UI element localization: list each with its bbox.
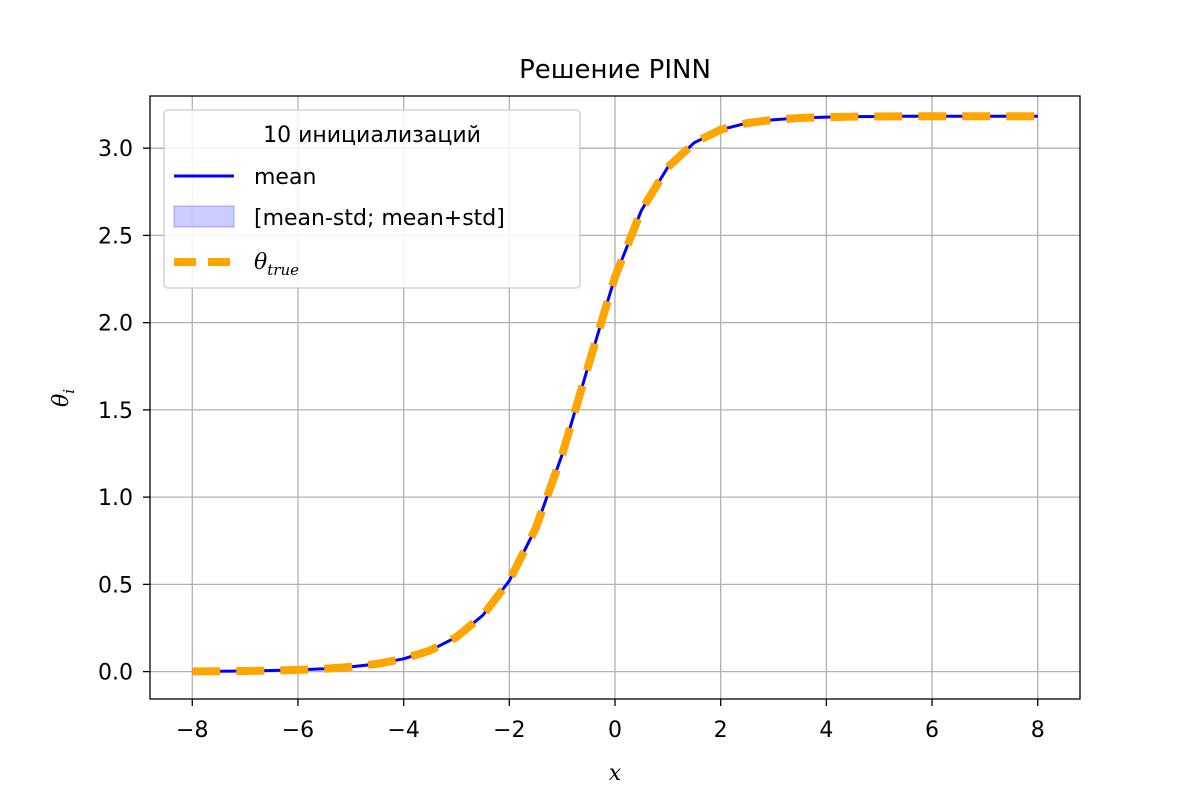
x-tick-label: 4 — [819, 718, 833, 743]
legend-label-true-symbol: θ — [254, 250, 267, 275]
x-axis-ticks: −8 −6 −4 −2 0 2 4 6 8 — [176, 699, 1045, 743]
legend-swatch-band — [173, 205, 235, 228]
x-tick-label: 8 — [1031, 718, 1045, 743]
y-axis-label: θi — [49, 389, 78, 407]
series-line-true — [192, 112, 1038, 676]
y-tick-label: 0.5 — [98, 573, 133, 598]
x-tick-label: 2 — [714, 718, 728, 743]
x-tick-label: −4 — [387, 718, 419, 743]
x-axis-label: x — [609, 761, 622, 786]
y-tick-label: 3.0 — [98, 137, 133, 162]
x-tick-label: −8 — [176, 718, 208, 743]
legend-label-true: θtrue — [254, 250, 299, 279]
y-tick-label: 0.0 — [98, 661, 133, 686]
x-tick-label: 6 — [925, 718, 939, 743]
legend-label-mean: mean — [254, 165, 316, 190]
x-tick-label: −6 — [282, 718, 314, 743]
series-layer — [192, 112, 1038, 676]
legend-label-true-subscript: true — [267, 261, 299, 279]
legend-box — [163, 109, 581, 289]
y-axis-ticks: 0.0 0.5 1.0 1.5 2.0 2.5 3.0 — [98, 137, 150, 686]
y-tick-label: 1.0 — [98, 486, 133, 511]
legend-title: 10 инициализаций — [263, 123, 481, 148]
legend: 10 инициализаций mean [mean-std; mean+st… — [163, 109, 581, 289]
x-tick-label: −2 — [493, 718, 525, 743]
y-tick-label: 2.0 — [98, 312, 133, 337]
y-tick-label: 2.5 — [98, 224, 133, 249]
x-tick-label: 0 — [608, 718, 622, 743]
y-axis-label-subscript: i — [60, 389, 78, 394]
chart-title: Решение PINN — [519, 55, 711, 85]
y-axis-label-symbol: θ — [49, 394, 74, 407]
legend-label-band: [mean-std; mean+std] — [254, 206, 505, 231]
y-tick-label: 1.5 — [98, 399, 133, 424]
